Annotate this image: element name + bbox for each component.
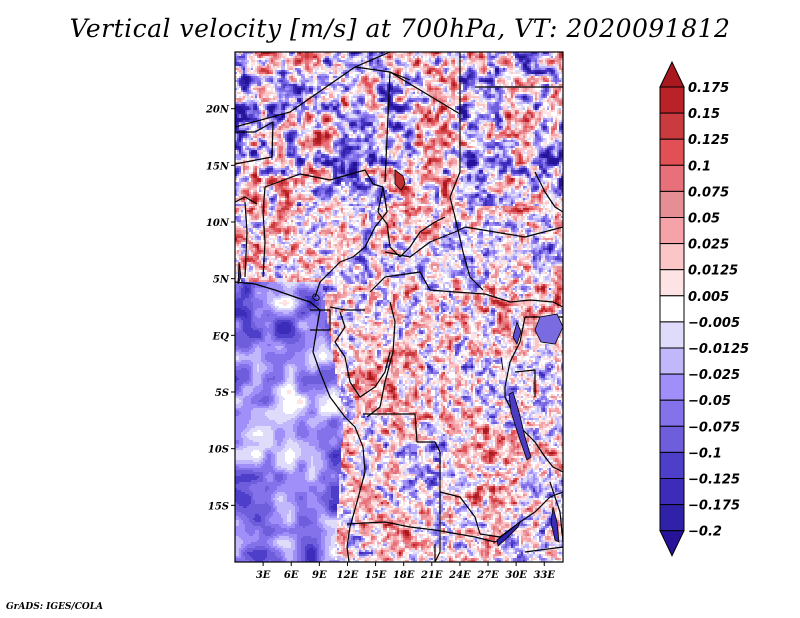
colorbar-box bbox=[659, 321, 685, 349]
colorbar-box bbox=[659, 190, 685, 218]
colorbar-level-label: −0.0125 bbox=[688, 342, 749, 357]
colorbar-level-label: 0.1 bbox=[688, 159, 711, 174]
colorbar-box bbox=[659, 112, 685, 140]
colorbar-box bbox=[659, 164, 685, 192]
colorbar-box bbox=[659, 86, 685, 114]
colorbar-box bbox=[659, 243, 685, 271]
colorbar-level-label: 0.025 bbox=[688, 238, 729, 253]
colorbar-level-label: −0.005 bbox=[688, 316, 740, 331]
colorbar-level-label: 0.15 bbox=[688, 107, 720, 122]
colorbar-level-label: 0.125 bbox=[688, 133, 729, 148]
colorbar-level-label: 0.05 bbox=[688, 212, 720, 227]
colorbar-level-label: −0.025 bbox=[688, 368, 740, 383]
colorbar-box bbox=[659, 451, 685, 479]
colorbar-box bbox=[659, 295, 685, 323]
colorbar-boxes bbox=[659, 60, 685, 557]
colorbar-level-label: −0.05 bbox=[688, 394, 731, 409]
colorbar-box bbox=[659, 269, 685, 297]
colorbar-box bbox=[659, 373, 685, 401]
grads-credit: GrADS: IGES/COLA bbox=[6, 602, 104, 612]
colorbar-box bbox=[659, 425, 685, 453]
colorbar-labels: 0.175 0.15 0.125 0.1 0.075 0.05 0.025 0.0125 0.0… bbox=[688, 81, 749, 540]
colorbar-level-label: 0.005 bbox=[688, 290, 729, 305]
colorbar-level-label: 0.175 bbox=[688, 81, 729, 96]
colorbar-box bbox=[659, 504, 685, 532]
colorbar-level-label: −0.2 bbox=[688, 525, 722, 540]
colorbar-box bbox=[659, 138, 685, 166]
colorbar-level-label: −0.075 bbox=[688, 420, 740, 435]
colorbar-level-label: −0.175 bbox=[688, 499, 740, 514]
colorbar-box bbox=[659, 217, 685, 245]
chart-title: Vertical velocity [m/s] at 700hPa, VT: 2… bbox=[69, 14, 731, 43]
colorbar-level-label: 0.075 bbox=[688, 185, 729, 200]
colorbar-max-arrow bbox=[659, 60, 685, 88]
colorbar-box bbox=[659, 347, 685, 375]
colorbar-level-label: 0.0125 bbox=[688, 264, 738, 279]
colorbar-box bbox=[659, 478, 685, 506]
colorbar-min-arrow bbox=[659, 530, 685, 557]
colorbar-level-label: −0.125 bbox=[688, 473, 740, 488]
colorbar-level-label: −0.1 bbox=[688, 446, 722, 461]
colorbar-box bbox=[659, 399, 685, 427]
